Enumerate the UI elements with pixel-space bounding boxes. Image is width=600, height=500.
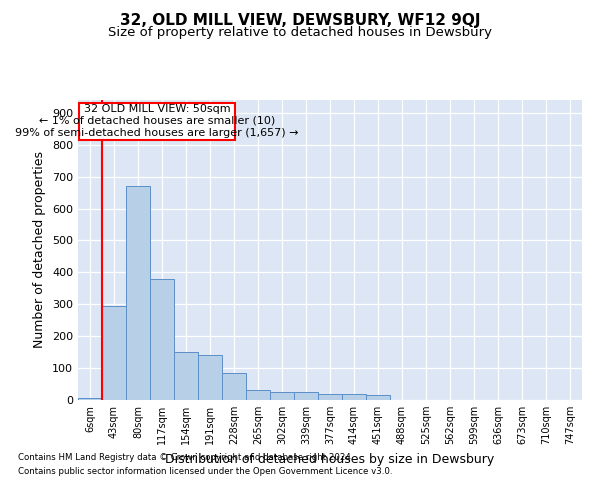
Bar	[294, 392, 318, 400]
Text: 99% of semi-detached houses are larger (1,657) →: 99% of semi-detached houses are larger (…	[16, 128, 299, 138]
Text: Contains public sector information licensed under the Open Government Licence v3: Contains public sector information licen…	[18, 468, 392, 476]
Bar	[126, 186, 150, 400]
Bar	[270, 392, 294, 400]
Bar	[102, 306, 126, 400]
Bar	[174, 352, 198, 400]
Text: ← 1% of detached houses are smaller (10): ← 1% of detached houses are smaller (10)	[39, 116, 275, 126]
Text: Contains HM Land Registry data © Crown copyright and database right 2024.: Contains HM Land Registry data © Crown c…	[18, 452, 353, 462]
Bar	[150, 278, 174, 400]
Text: 32 OLD MILL VIEW: 50sqm: 32 OLD MILL VIEW: 50sqm	[84, 104, 230, 114]
Bar	[222, 373, 246, 400]
Text: 32, OLD MILL VIEW, DEWSBURY, WF12 9QJ: 32, OLD MILL VIEW, DEWSBURY, WF12 9QJ	[120, 12, 480, 28]
Bar	[318, 394, 342, 400]
Bar	[342, 394, 366, 400]
Bar	[78, 398, 102, 400]
Text: Size of property relative to detached houses in Dewsbury: Size of property relative to detached ho…	[108, 26, 492, 39]
Bar	[79, 103, 235, 140]
Bar	[198, 356, 222, 400]
Bar	[366, 395, 390, 400]
Bar	[246, 390, 270, 400]
X-axis label: Distribution of detached houses by size in Dewsbury: Distribution of detached houses by size …	[166, 452, 494, 466]
Y-axis label: Number of detached properties: Number of detached properties	[34, 152, 46, 348]
